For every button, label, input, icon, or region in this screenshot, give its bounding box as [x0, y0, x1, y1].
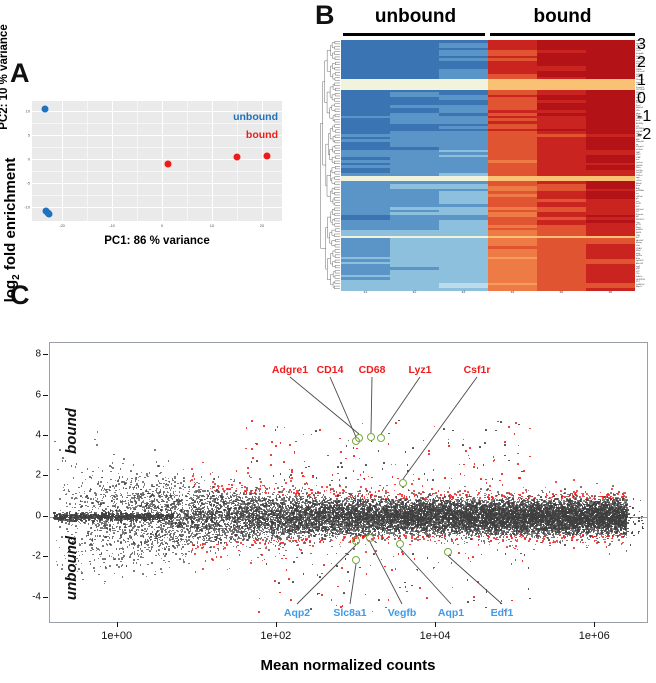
panel-c-y-axis-label-main: log [2, 280, 19, 303]
panel-c-region-label-unbound: unbound [63, 536, 80, 600]
panel-c-gene-label-Edf1: Edf1 [491, 607, 514, 619]
panel-c-gene-marker-Aqp1 [396, 540, 404, 548]
panel-a-xtick: -20 [59, 223, 65, 228]
panel-c-y-tick-label: 8 [19, 349, 41, 360]
panel-c-x-tick-label: 1e+06 [579, 630, 610, 642]
panel-c-gene-label-CD68: CD68 [359, 364, 386, 376]
panel-a-xtick: 20 [260, 223, 264, 228]
panel-c-gene-marker-CD14 [352, 437, 360, 445]
panel-c-x-tick-mark [594, 622, 595, 627]
panel-c-y-tick-label: -2 [19, 551, 41, 562]
panel-b-column-tick: s5 [560, 290, 564, 294]
panel-a-xtick: 10 [210, 223, 214, 228]
panel-c-gene-marker-Vegfb [366, 534, 374, 542]
panel-b-group-title-bound: bound [490, 6, 635, 28]
panel-c-y-axis-label-rest: fold enrichment [2, 158, 19, 275]
panel-c-y-tick-label: 2 [19, 470, 41, 481]
panel-b-column-tick: s2 [413, 290, 417, 294]
panel-c-y-tick-label: 6 [19, 389, 41, 400]
panel-c-y-tick-mark [43, 435, 48, 436]
panel-c-gene-marker-Aqp2 [352, 537, 360, 545]
panel-c-gene-marker-Edf1 [444, 548, 452, 556]
panel-c-y-tick-mark [43, 597, 48, 598]
panel-c-y-tick-mark [43, 354, 48, 355]
panel-b-heatmap-column-4 [488, 40, 537, 290]
panel-b-colorbar-tick: -1 [637, 108, 651, 126]
panel-c-y-tick-label: 0 [19, 510, 41, 521]
panel-c-gene-marker-Slc8a1 [352, 556, 360, 564]
panel-c-y-tick-label: -4 [19, 591, 41, 602]
panel-c-x-tick-label: 1e+02 [260, 630, 291, 642]
panel-b-column-tick: s6 [609, 290, 613, 294]
panel-b-heatmap-column-3 [439, 40, 488, 290]
panel-c-gene-label-Vegfb: Vegfb [388, 607, 417, 619]
panel-a-point-unbound-3 [44, 209, 51, 216]
panel-c-y-axis-label: log2 fold enrichment [2, 100, 22, 360]
panel-a-point-bound-5 [234, 154, 241, 161]
panel-a-xtick: 0 [161, 223, 163, 228]
panel-b-heatmap-column-2 [390, 40, 439, 290]
panel-b-colorbar-tick: -2 [637, 126, 651, 144]
panel-a-point-bound-6 [264, 152, 271, 159]
panel-a-legend-bound: bound [190, 129, 278, 141]
panel-b-heatmap-column-5 [537, 40, 586, 290]
panel-b-colorbar-tick: 2 [637, 54, 651, 72]
panel-b-heatmap [341, 40, 635, 290]
panel-b-colorbar-tick: 3 [637, 36, 651, 54]
panel-b-gene-label: 8Ajz7c [636, 286, 652, 289]
panel-c-x-tick-mark [117, 622, 118, 627]
panel-c-gene-label-Aqp2: Aqp2 [284, 607, 310, 619]
panel-b-column-tick: s4 [511, 290, 515, 294]
panel-c-gene-label-CD14: CD14 [317, 364, 344, 376]
panel-c-gene-marker-Csf1r [399, 479, 407, 487]
panel-b-column-ticks: s1 s2 s3 s4 s5 s6 [341, 290, 635, 298]
panel-a-point-unbound-0 [41, 105, 48, 112]
panel-c-plot-area [49, 342, 648, 623]
panel-c-gene-label-Aqp1: Aqp1 [438, 607, 464, 619]
panel-c-gene-label-Slc8a1: Slc8a1 [333, 607, 366, 619]
panel-c-gene-label-Adgre1: Adgre1 [272, 364, 308, 376]
panel-a-legend-unbound: unbound [190, 111, 278, 123]
panel-c-region-label-bound: bound [63, 408, 80, 454]
panel-c-y-tick-mark [43, 516, 48, 517]
panel-b-colorbar-tick: 0 [637, 90, 651, 108]
panel-c-x-tick-label: 1e+04 [420, 630, 451, 642]
panel-b-colorbar: 3 2 1 0 -1 -2 [637, 36, 651, 144]
panel-c-gene-label-Csf1r: Csf1r [464, 364, 491, 376]
panel-a-xtick: -10 [109, 223, 115, 228]
panel-c-y-tick-mark [43, 395, 48, 396]
panel-c-x-axis-label: Mean normalized counts [48, 657, 648, 674]
panel-c-y-axis-label-sub: 2 [11, 274, 22, 280]
panel-b-heatmap-column-6 [586, 40, 635, 290]
panel-c-gene-marker-Lyz1 [377, 434, 385, 442]
panel-b-heatmap-column-1 [341, 40, 390, 290]
panel-c-x-tick-mark [435, 622, 436, 627]
panel-c-y-tick-mark [43, 475, 48, 476]
panel-b-group-rule-bound [490, 33, 635, 36]
panel-a-point-bound-4 [165, 161, 172, 168]
panel-b-group-rule-unbound [343, 33, 485, 36]
panel-c-gene-marker-CD68 [367, 433, 375, 441]
panel-b: B unbound bound HFnnZ egrnkBc xIgUNn DBEd93… [310, 0, 656, 310]
panel-c-y-tick-mark [43, 556, 48, 557]
panel-c: C log2 fold enrichment Mean normalized c… [0, 300, 656, 683]
panel-b-group-title-unbound: unbound [343, 6, 488, 28]
panel-c-y-tick-label: 4 [19, 430, 41, 441]
panel-a: A PC2: 10 % variance PC1: 86 % variance … [0, 55, 300, 305]
panel-b-row-dendrogram [314, 40, 340, 290]
panel-b-letter: B [315, 2, 335, 29]
panel-b-colorbar-tick: 1 [637, 72, 651, 90]
panel-a-x-axis-label: PC1: 86 % variance [32, 235, 282, 247]
panel-c-x-tick-mark [276, 622, 277, 627]
panel-b-column-tick: s1 [364, 290, 368, 294]
panel-c-gene-label-Lyz1: Lyz1 [409, 364, 432, 376]
panel-a-letter: A [10, 60, 30, 87]
panel-b-column-tick: s3 [462, 290, 466, 294]
panel-c-x-tick-label: 1e+00 [101, 630, 132, 642]
